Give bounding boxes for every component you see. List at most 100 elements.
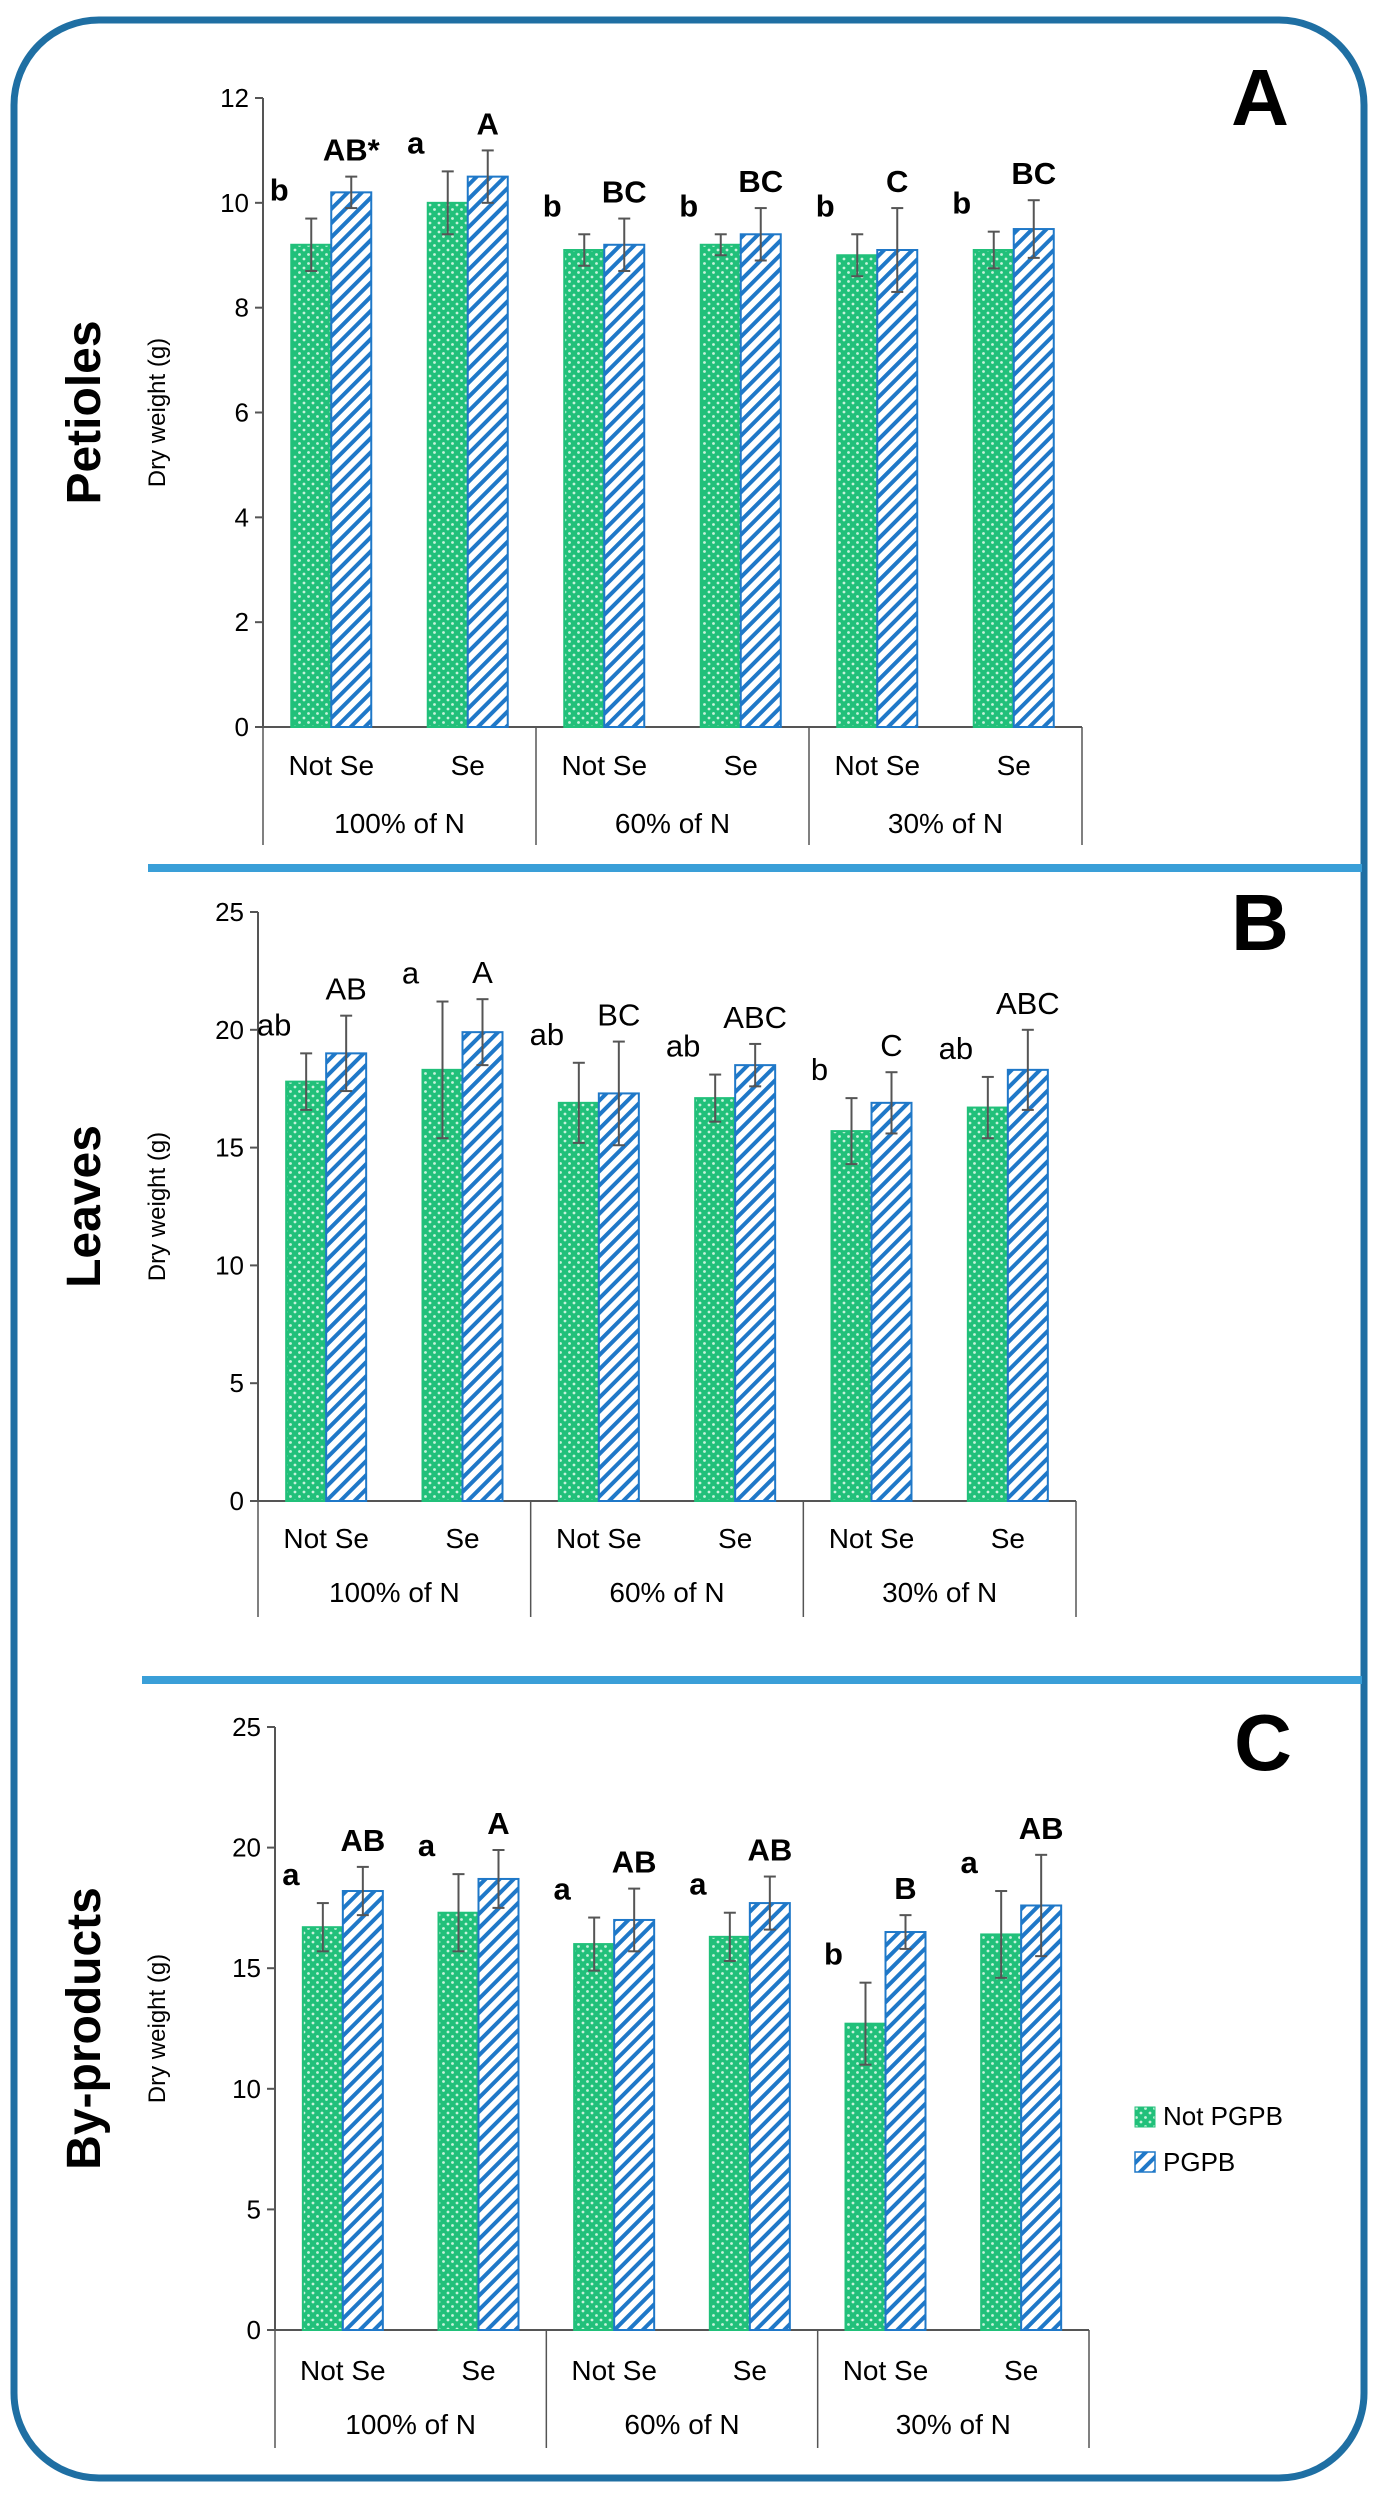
y-axis-title: Dry weight (g) (144, 338, 171, 487)
panel-letter: B (1231, 878, 1289, 967)
significance-letter-lowercase: ab (257, 1007, 291, 1042)
significance-letter-lowercase: a (282, 1857, 300, 1892)
legend-swatch-not-pgpb (1134, 2106, 1156, 2128)
bar-not-pgpb (699, 243, 742, 728)
x-category-label: Not Se (843, 2355, 929, 2386)
y-tick-label: 4 (235, 502, 249, 532)
organ-label: By-products (58, 1887, 111, 2170)
bar-not-pgpb (708, 1935, 751, 2331)
significance-letter-lowercase: a (689, 1867, 707, 1902)
x-group-label: 100% of N (345, 2409, 476, 2440)
significance-letter-uppercase: BC (602, 175, 647, 210)
significance-letter-lowercase: b (543, 188, 562, 223)
significance-letter-lowercase: a (554, 1872, 572, 1907)
y-tick-label: 5 (247, 2194, 261, 2224)
significance-letter-uppercase: AB (747, 1833, 792, 1868)
x-category-label: Se (451, 750, 485, 781)
y-tick-label: 0 (247, 2315, 261, 2345)
bar-pgpb (876, 249, 919, 728)
chart-panel-b: B Leaves Dry weight (g) 0 5 10 15 20 25 Not Se Se N… (58, 878, 1289, 1617)
y-tick-label: 0 (235, 712, 249, 742)
x-category-label: Not Se (561, 750, 647, 781)
y-tick-label: 25 (215, 897, 244, 927)
bar-pgpb (603, 243, 646, 728)
significance-letter-lowercase: b (270, 173, 289, 208)
legend: Not PGPB PGPB (1134, 2101, 1283, 2177)
x-category-label: Se (733, 2355, 767, 2386)
bar-pgpb (734, 1064, 777, 1502)
x-group-label: 100% of N (329, 1577, 460, 1608)
significance-letter-lowercase: b (816, 188, 835, 223)
x-group-label: 30% of N (882, 1577, 997, 1608)
bar-not-pgpb (437, 1911, 480, 2331)
y-tick-label: 12 (220, 83, 249, 113)
significance-letter-uppercase: AB (340, 1823, 385, 1858)
significance-letter-uppercase: ABC (996, 986, 1060, 1021)
y-axis-title: Dry weight (g) (144, 1954, 171, 2103)
significance-letter-uppercase: C (880, 1028, 902, 1063)
x-category-label: Se (461, 2355, 495, 2386)
significance-letter-uppercase: BC (597, 998, 640, 1033)
x-category-label: Se (991, 1523, 1025, 1554)
organ-label: Petioles (58, 320, 111, 504)
chart-panel-c: C By-products Dry weight (g) 0 5 10 15 20 25 Not … (58, 1698, 1292, 2448)
bar-not-pgpb (573, 1943, 616, 2331)
bar-not-pgpb (972, 249, 1015, 728)
bar-not-pgpb (557, 1101, 600, 1503)
bar-not-pgpb (426, 201, 469, 729)
significance-letter-lowercase: b (952, 186, 971, 221)
y-tick-label: 15 (232, 1953, 261, 1983)
bar-pgpb (1012, 228, 1055, 729)
significance-letter-lowercase: a (407, 125, 425, 160)
chart-panel-a: A Petioles Dry weight (g) 0 2 4 6 8 10 12 Not Se Se… (58, 53, 1289, 845)
x-group-label: 60% of N (624, 2409, 739, 2440)
y-tick-label: 10 (215, 1250, 244, 1280)
significance-letter-lowercase: a (961, 1845, 979, 1880)
x-category-label: Se (1004, 2355, 1038, 2386)
significance-letter-uppercase: AB (325, 972, 366, 1007)
bar-not-pgpb (980, 1933, 1023, 2331)
x-category-label: Not Se (283, 1523, 369, 1554)
bar-pgpb (613, 1918, 656, 2331)
significance-letter-lowercase: ab (939, 1031, 973, 1066)
x-category-label: Not Se (288, 750, 374, 781)
x-category-label: Not Se (571, 2355, 657, 2386)
figure-frame (10, 16, 1368, 2482)
x-category-label: Se (997, 750, 1031, 781)
bar-pgpb (325, 1052, 368, 1502)
bar-pgpb (884, 1931, 927, 2332)
significance-letter-lowercase: ab (530, 1017, 564, 1052)
x-group-label: 100% of N (334, 808, 465, 839)
x-category-label: Not Se (300, 2355, 386, 2386)
bar-not-pgpb (844, 2022, 887, 2332)
chart-panels: A Petioles Dry weight (g) 0 2 4 6 8 10 12 Not Se Se… (58, 53, 1292, 2448)
significance-letter-uppercase: C (886, 164, 908, 199)
bar-not-pgpb (285, 1080, 328, 1502)
bar-pgpb (597, 1092, 640, 1502)
bar-not-pgpb (421, 1068, 464, 1503)
y-tick-label: 20 (232, 1833, 261, 1863)
significance-letter-uppercase: AB (1019, 1811, 1064, 1846)
significance-letter-lowercase: a (418, 1828, 436, 1863)
y-tick-label: 8 (235, 293, 249, 323)
significance-letter-lowercase: a (402, 956, 420, 991)
x-category-label: Not Se (834, 750, 920, 781)
bar-not-pgpb (836, 254, 879, 728)
bar-pgpb (1020, 1904, 1063, 2332)
significance-letter-uppercase: AB (612, 1845, 657, 1880)
significance-letter-lowercase: b (811, 1052, 828, 1087)
legend-label-not-pgpb: Not PGPB (1163, 2101, 1283, 2131)
panel-letter: A (1231, 53, 1289, 142)
x-category-label: Not Se (556, 1523, 642, 1554)
significance-letter-lowercase: b (679, 188, 698, 223)
x-category-label: Se (718, 1523, 752, 1554)
y-tick-label: 25 (232, 1712, 261, 1742)
x-group-label: 60% of N (609, 1577, 724, 1608)
bar-pgpb (1006, 1068, 1049, 1503)
organ-label: Leaves (58, 1125, 111, 1288)
significance-letter-uppercase: ABC (723, 1000, 787, 1035)
bar-not-pgpb (290, 243, 333, 728)
bar-pgpb (748, 1902, 791, 2332)
bar-not-pgpb (694, 1097, 737, 1503)
